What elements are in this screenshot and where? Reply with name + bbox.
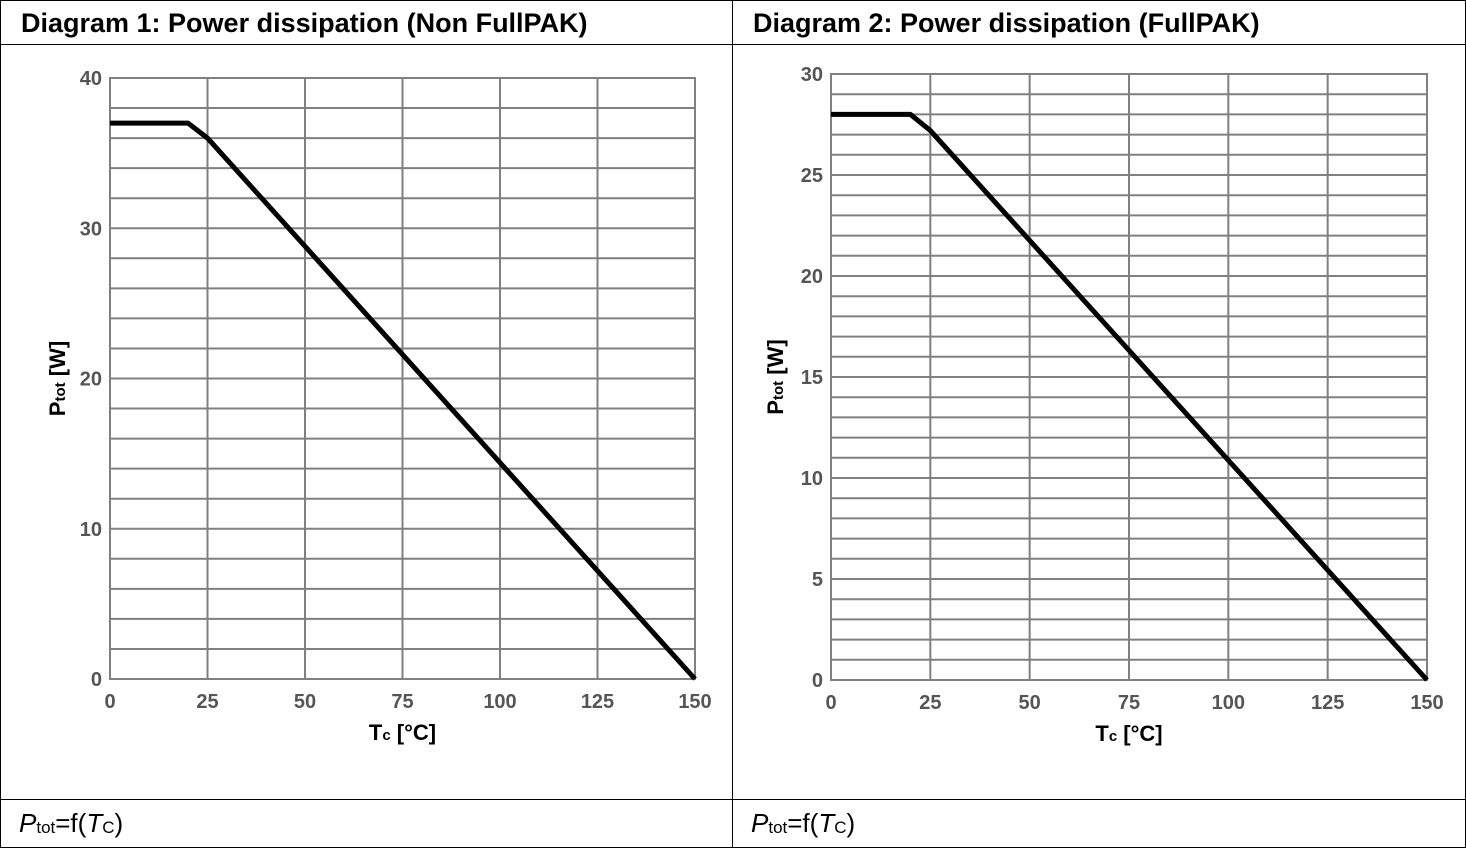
y-axis-label: Ptot [W] — [45, 341, 70, 416]
x-axis-label-sub: c — [1109, 728, 1117, 745]
caption-arg-sub: C — [834, 818, 847, 837]
y-axis-label-unit: [W] — [763, 339, 788, 381]
x-tick-label: 50 — [1019, 692, 1041, 714]
caption-arg: T — [86, 808, 103, 838]
caption-var: P — [19, 808, 37, 838]
diagram-2-title: Diagram 2: Power dissipation (FullPAK) — [732, 0, 1466, 44]
x-tick-label: 25 — [196, 691, 218, 713]
x-tick-label: 150 — [1410, 692, 1443, 714]
y-tick-label: 0 — [812, 670, 823, 692]
y-tick-label: 30 — [80, 218, 102, 240]
series-line — [110, 120, 697, 681]
x-tick-label: 75 — [1118, 692, 1140, 714]
x-axis-label-unit: [°C] — [1117, 721, 1162, 746]
y-axis-label-sub: tot — [52, 382, 69, 401]
y-axis-label-sub: tot — [770, 381, 787, 400]
y-tick-label: 10 — [801, 468, 823, 490]
x-axis-label-sub: c — [382, 727, 390, 744]
y-axis-label-main: P — [45, 402, 70, 417]
plot-frame — [830, 73, 1428, 681]
y-axis-label-main: P — [763, 400, 788, 415]
y-tick-label: 30 — [801, 64, 823, 86]
y-tick-label: 10 — [80, 519, 102, 541]
y-tick-label: 15 — [801, 367, 823, 389]
x-tick-label: 100 — [483, 691, 516, 713]
x-tick-label: 150 — [678, 691, 711, 713]
caption-close: ) — [114, 808, 124, 838]
plot-frame — [109, 77, 696, 680]
x-tick-label: 100 — [1212, 692, 1245, 714]
diagram-2-cell: 0 5 10 15 20 25 30 0 25 50 75 100 125 150 Tc [°C] Ptot … — [732, 44, 1466, 800]
x-tick-label: 50 — [294, 691, 316, 713]
y-axis-label: Ptot [W] — [763, 339, 788, 414]
caption-sub: tot — [36, 818, 56, 837]
x-tick-label: 125 — [581, 691, 614, 713]
caption-eq: =f( — [787, 808, 819, 838]
diagram-1-title: Diagram 1: Power dissipation (Non FullPA… — [0, 0, 733, 44]
x-tick-label: 125 — [1311, 692, 1344, 714]
y-tick-label: 25 — [801, 165, 823, 187]
caption-sub: tot — [768, 818, 788, 837]
caption-arg-sub: C — [102, 818, 115, 837]
x-axis-label: Tc [°C] — [369, 720, 436, 745]
x-axis-label: Tc [°C] — [1095, 721, 1162, 746]
x-tick-label: 0 — [825, 692, 836, 714]
series-line — [831, 111, 1429, 682]
diagram-1-caption: Ptot=f(TC) — [0, 800, 733, 848]
x-tick-label: 0 — [104, 691, 115, 713]
x-axis-label-unit: [°C] — [391, 720, 436, 745]
y-tick-label: 5 — [812, 569, 823, 591]
x-axis-label-main: T — [1095, 721, 1109, 746]
y-axis-label-unit: [W] — [45, 341, 70, 383]
y-tick-label: 20 — [80, 369, 102, 391]
caption-var: P — [751, 808, 769, 838]
x-tick-label: 75 — [391, 691, 413, 713]
diagram-1-chart: 0 10 20 30 40 0 25 50 75 100 125 150 Tc [°C] Ptot [W] — [45, 68, 712, 745]
caption-close: ) — [846, 808, 856, 838]
diagram-1-cell: 0 10 20 30 40 0 25 50 75 100 125 150 Tc [°C] Ptot [W] — [0, 44, 733, 800]
y-tick-label: 40 — [80, 68, 102, 90]
y-tick-label: 20 — [801, 266, 823, 288]
y-tick-label: 0 — [91, 669, 102, 691]
x-axis-label-main: T — [369, 720, 383, 745]
diagram-2-caption: Ptot=f(TC) — [732, 800, 1466, 848]
caption-eq: =f( — [55, 808, 87, 838]
caption-arg: T — [818, 808, 835, 838]
x-tick-label: 25 — [919, 692, 941, 714]
diagram-2-chart: 0 5 10 15 20 25 30 0 25 50 75 100 125 150 Tc [°C] Ptot … — [763, 64, 1444, 746]
